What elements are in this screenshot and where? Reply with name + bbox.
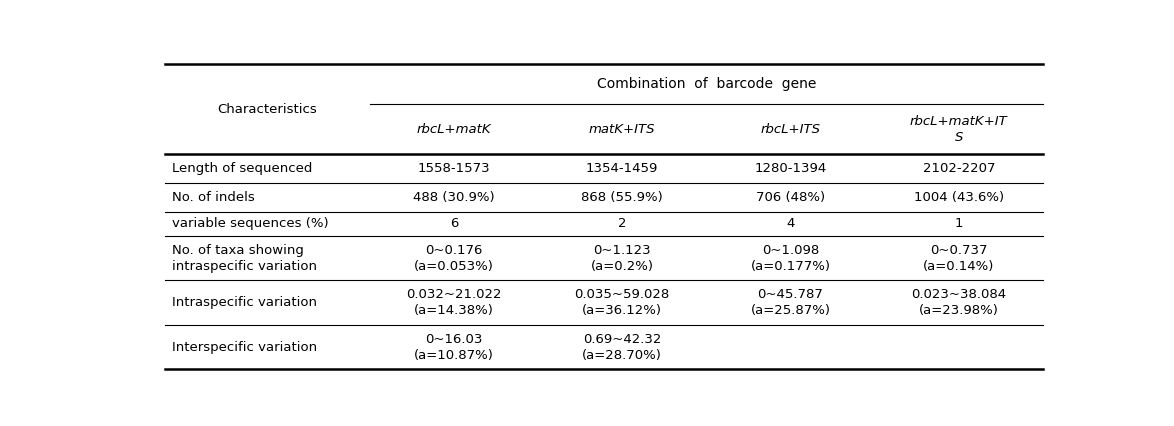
Text: No. of indels: No. of indels xyxy=(173,191,255,204)
Text: 706 (48%): 706 (48%) xyxy=(756,191,825,204)
Text: 0.035~59.028
(a=36.12%): 0.035~59.028 (a=36.12%) xyxy=(574,288,670,317)
Text: Length of sequenced: Length of sequenced xyxy=(173,162,312,175)
Text: 0~0.737
(a=0.14%): 0~0.737 (a=0.14%) xyxy=(923,244,994,273)
Text: 0.032~21.022
(a=14.38%): 0.032~21.022 (a=14.38%) xyxy=(406,288,501,317)
Text: 0~45.787
(a=25.87%): 0~45.787 (a=25.87%) xyxy=(750,288,830,317)
Text: 1354-1459: 1354-1459 xyxy=(586,162,659,175)
Text: 0~16.03
(a=10.87%): 0~16.03 (a=10.87%) xyxy=(414,333,494,362)
Text: rbcL+matK+IT
S: rbcL+matK+IT S xyxy=(910,115,1007,144)
Text: 2102-2207: 2102-2207 xyxy=(923,162,996,175)
Text: rbcL+matK: rbcL+matK xyxy=(417,123,491,135)
Text: 6: 6 xyxy=(450,217,458,230)
Text: No. of taxa showing
intraspecific variation: No. of taxa showing intraspecific variat… xyxy=(173,244,317,273)
Text: variable sequences (%): variable sequences (%) xyxy=(173,217,329,230)
Text: 488 (30.9%): 488 (30.9%) xyxy=(413,191,494,204)
Text: Interspecific variation: Interspecific variation xyxy=(173,341,317,354)
Text: 0~1.123
(a=0.2%): 0~1.123 (a=0.2%) xyxy=(591,244,654,273)
Text: matK+ITS: matK+ITS xyxy=(589,123,655,135)
Text: 0~1.098
(a=0.177%): 0~1.098 (a=0.177%) xyxy=(750,244,830,273)
Text: 1: 1 xyxy=(954,217,963,230)
Text: 0.023~38.084
(a=23.98%): 0.023~38.084 (a=23.98%) xyxy=(911,288,1006,317)
Text: rbcL+ITS: rbcL+ITS xyxy=(761,123,821,135)
Text: 868 (55.9%): 868 (55.9%) xyxy=(581,191,663,204)
Text: Combination  of  barcode  gene: Combination of barcode gene xyxy=(596,77,816,91)
Text: 1004 (43.6%): 1004 (43.6%) xyxy=(913,191,1004,204)
Text: Intraspecific variation: Intraspecific variation xyxy=(173,296,317,309)
Text: 2: 2 xyxy=(618,217,627,230)
Text: 0.69~42.32
(a=28.70%): 0.69~42.32 (a=28.70%) xyxy=(582,333,662,362)
Text: 1280-1394: 1280-1394 xyxy=(755,162,826,175)
Text: 1558-1573: 1558-1573 xyxy=(418,162,490,175)
Text: 4: 4 xyxy=(787,217,795,230)
Text: 0~0.176
(a=0.053%): 0~0.176 (a=0.053%) xyxy=(414,244,494,273)
Text: Characteristics: Characteristics xyxy=(217,103,317,116)
